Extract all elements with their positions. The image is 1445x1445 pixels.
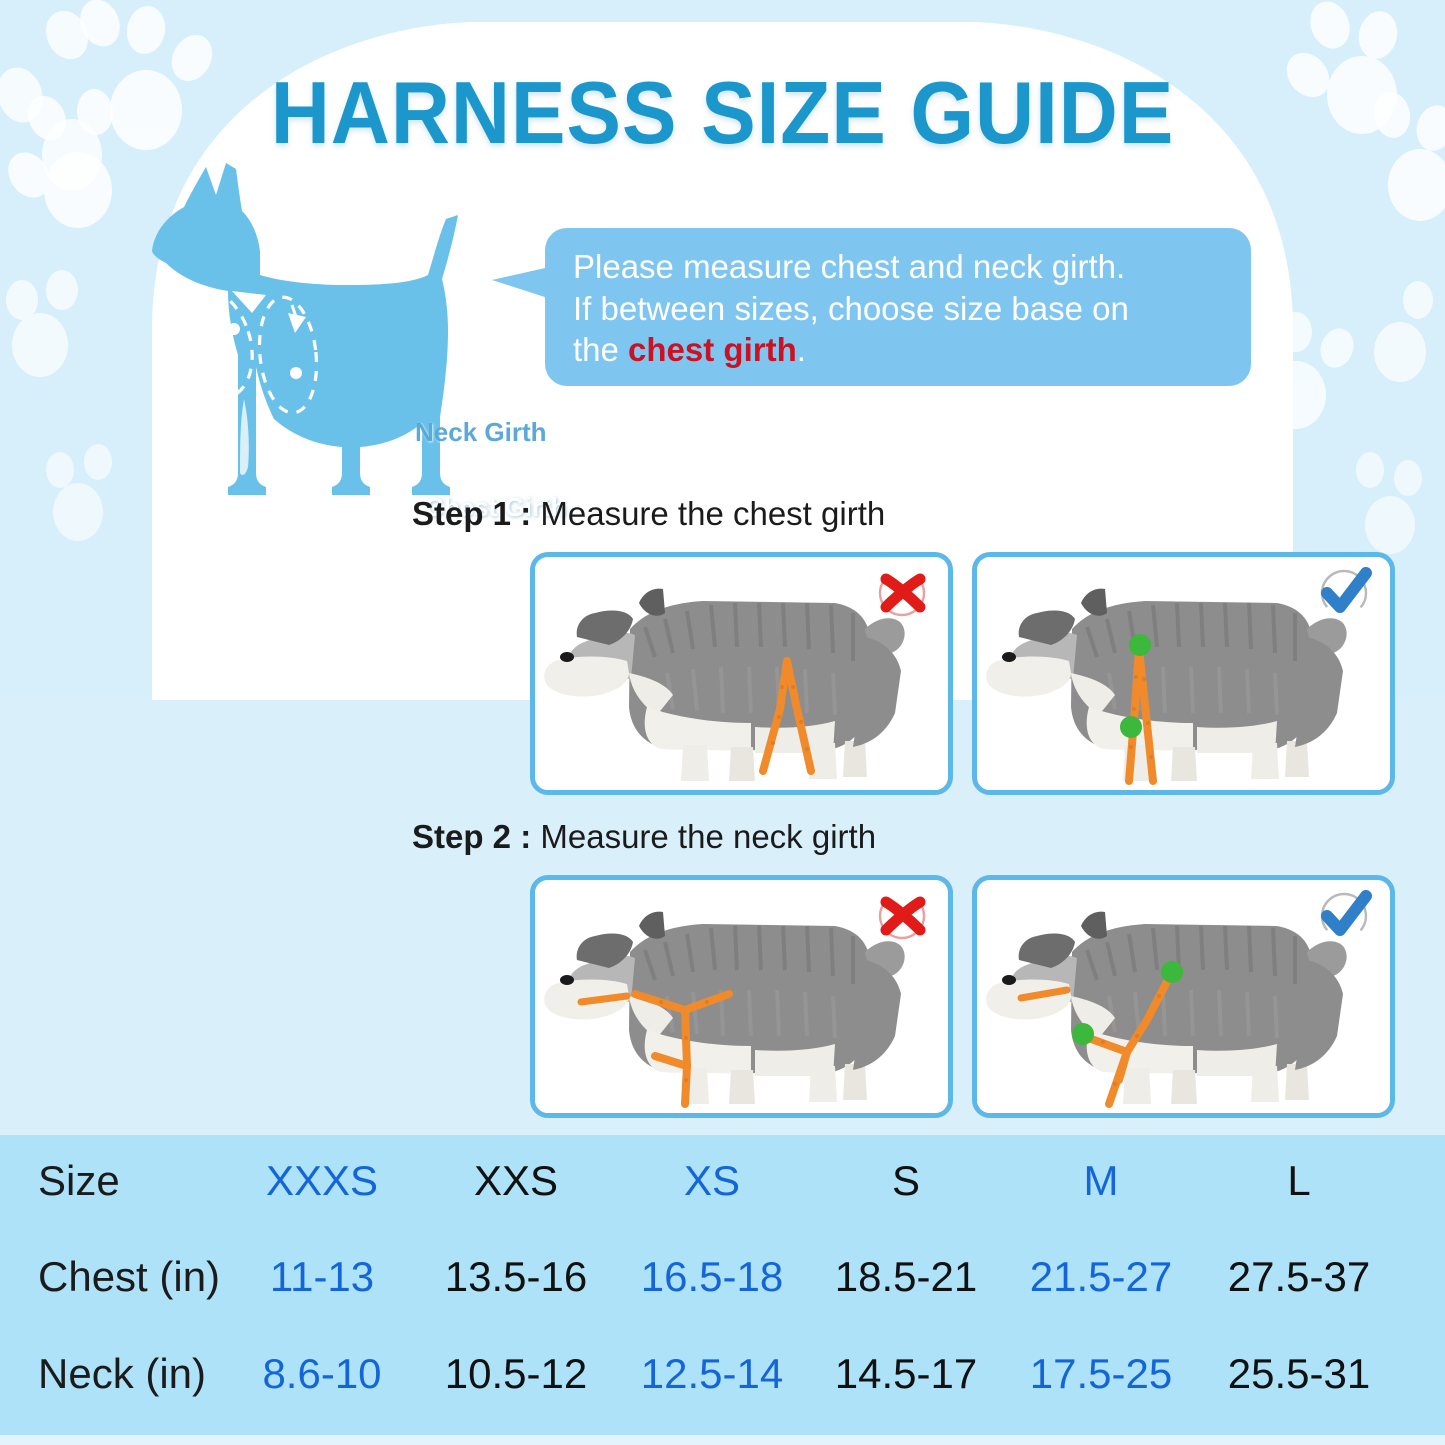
step-1-text: Measure the chest girth (531, 495, 886, 532)
chest-girth-arrow (288, 313, 306, 333)
cross-icon (878, 569, 926, 617)
marker-dot-green (1129, 634, 1151, 656)
table-row: Size XXXS XXS XS S M L (0, 1157, 1445, 1229)
step-2-text: Measure the neck girth (531, 818, 877, 855)
speech-bubble-tail (492, 266, 554, 300)
marker-dot-green (1120, 716, 1142, 738)
size-cell-xxxs: XXXS (265, 1157, 379, 1204)
check-icon (1320, 567, 1372, 617)
size-table: Size XXXS XXS XS S M L Chest (in) 11-13 … (0, 1135, 1445, 1435)
step-2-card-correct (972, 875, 1395, 1118)
bubble-highlight-chest-girth: chest girth (628, 331, 797, 369)
measuring-tape-orange (631, 990, 733, 1108)
size-table-band (0, 1135, 1445, 1435)
dog-measure-diagram: Neck Girth Chest Girth (140, 155, 567, 522)
dog-photo-chest-right (977, 557, 1390, 790)
dog-photo-neck-right (977, 880, 1390, 1113)
neck-cell-s: 14.5-17 (834, 1350, 978, 1397)
dog-photo-neck-wrong (535, 880, 948, 1113)
chest-cell-xxxs: 11-13 (269, 1253, 375, 1300)
row-header-chest: Chest (in) (38, 1253, 221, 1300)
neck-girth-label: Neck Girth (415, 417, 547, 447)
neck-cell-m: 17.5-25 (1029, 1350, 1173, 1397)
bubble-line-1: Please measure chest and neck girth. (573, 248, 1126, 285)
size-cell-s: S (891, 1157, 921, 1204)
step-1-card-incorrect (530, 552, 953, 795)
neck-cell-xs: 12.5-14 (640, 1350, 784, 1397)
neck-girth-dashed-line (170, 285, 254, 401)
step-2-card-incorrect (530, 875, 953, 1118)
step-2-heading: Step 2 : Measure the neck girth (412, 818, 876, 856)
neck-girth-arrow (232, 291, 266, 313)
chest-cell-s: 18.5-21 (834, 1253, 978, 1300)
bubble-line-3-suffix: . (796, 331, 806, 369)
chest-cell-xs: 16.5-18 (640, 1253, 784, 1300)
neck-cell-l: 25.5-31 (1227, 1350, 1371, 1397)
page-title: HARNESS SIZE GUIDE (270, 63, 1175, 162)
row-header-size: Size (38, 1157, 120, 1204)
check-icon (1320, 890, 1372, 940)
chest-girth-label: Chest Girth (425, 492, 567, 522)
table-row: Neck (in) 8.6-10 10.5-12 12.5-14 14.5-17… (0, 1350, 1445, 1422)
chest-cell-m: 21.5-27 (1029, 1253, 1173, 1300)
cross-icon (878, 892, 926, 940)
chest-girth-dashed-line (257, 295, 319, 415)
chest-cell-xxs: 13.5-16 (444, 1253, 588, 1300)
footer-strip (0, 1435, 1445, 1445)
size-cell-l: L (1287, 1157, 1311, 1204)
row-header-neck: Neck (in) (38, 1350, 207, 1397)
marker-dot-green (1161, 961, 1183, 983)
step-1-number: Step 1 : (412, 495, 532, 532)
marker-dot-green (1072, 1023, 1094, 1045)
size-cell-m: M (1083, 1157, 1119, 1204)
neck-cell-xxxs: 8.6-10 (262, 1350, 382, 1397)
step-1-card-correct (972, 552, 1395, 795)
size-cell-xxs: XXS (473, 1157, 559, 1204)
neck-cell-xxs: 10.5-12 (444, 1350, 588, 1397)
size-cell-xs: XS (683, 1157, 741, 1204)
measure-instruction-bubble: Please measure chest and neck girth. If … (545, 228, 1251, 386)
step-1-heading: Step 1 : Measure the chest girth (412, 495, 885, 533)
table-row: Chest (in) 11-13 13.5-16 16.5-18 18.5-21… (0, 1253, 1445, 1325)
chest-cell-l: 27.5-37 (1227, 1253, 1371, 1300)
dog-silhouette-icon (152, 163, 458, 495)
step-2-number: Step 2 : (412, 818, 532, 855)
bubble-line-2: If between sizes, choose size base on (573, 289, 1129, 327)
bubble-line-3-prefix: the (573, 331, 629, 369)
